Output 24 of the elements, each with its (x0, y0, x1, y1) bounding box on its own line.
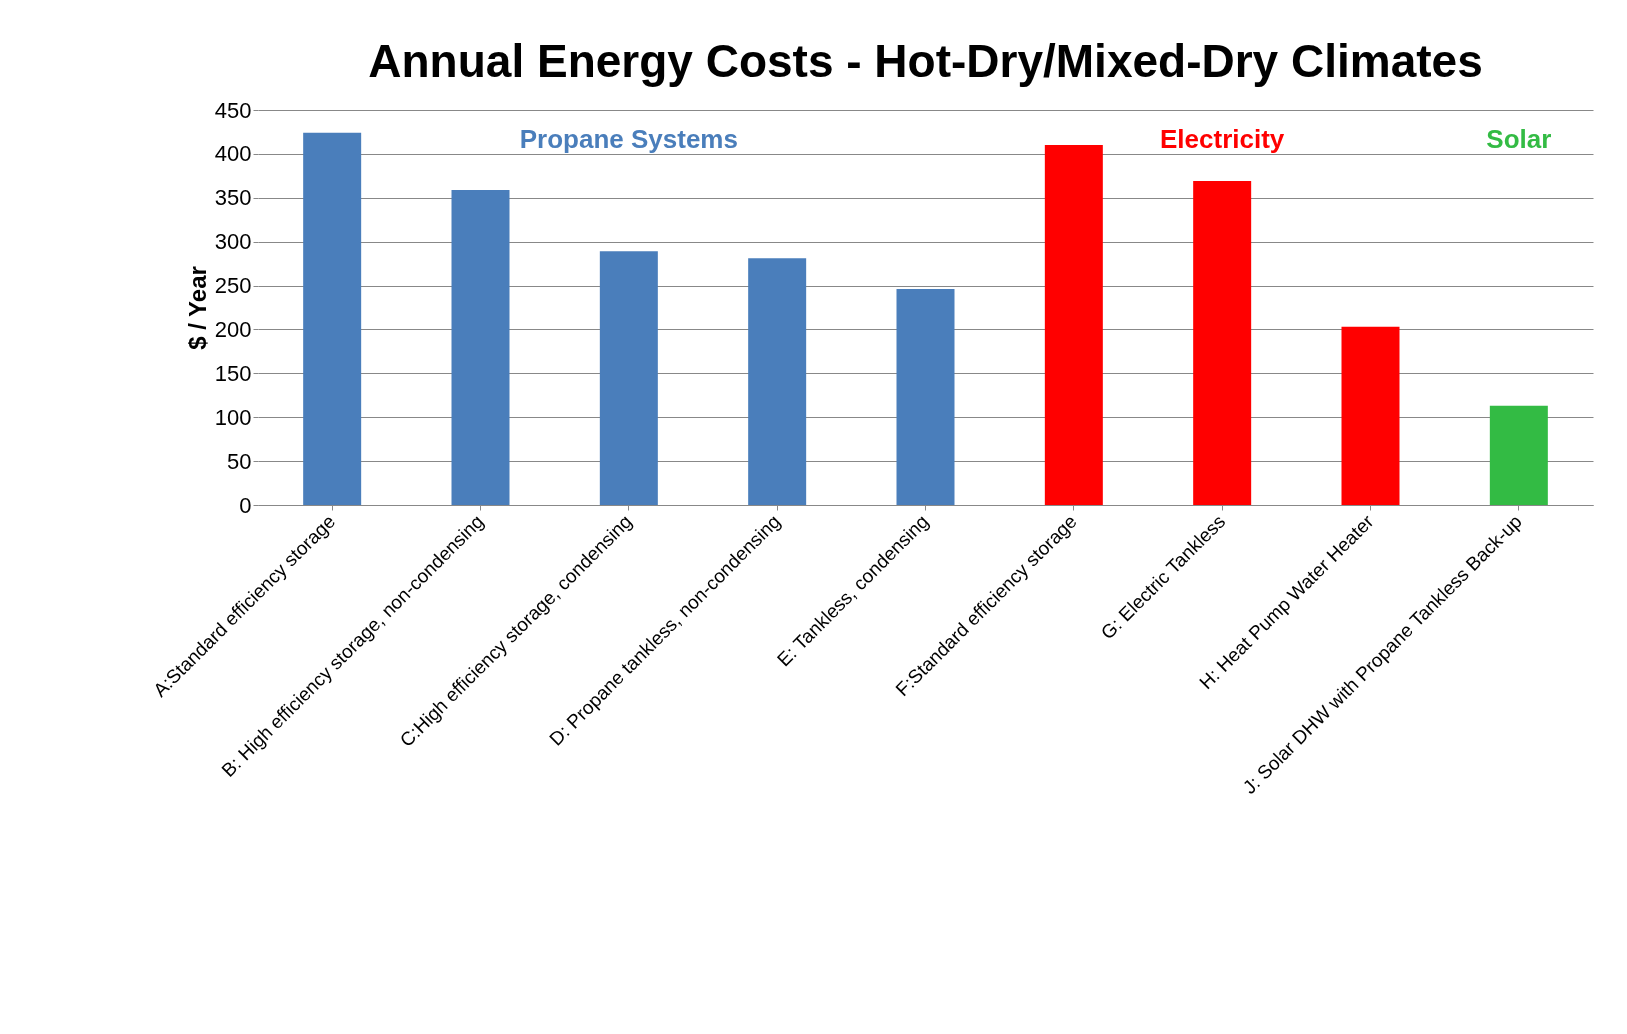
bar (1489, 405, 1548, 505)
y-tick-label: 400 (214, 141, 252, 167)
y-tick-label: 150 (214, 360, 252, 386)
y-tick-label: 300 (214, 229, 252, 255)
y-tick-label: 250 (214, 273, 252, 299)
bar (1193, 181, 1252, 505)
text: Solar (1486, 124, 1552, 154)
bar (599, 251, 658, 505)
bar (1341, 326, 1400, 505)
chart-title: Annual Energy Costs - Hot-Dry/Mixed-Dry Climates (368, 35, 1483, 87)
series-label: Propane Systems (519, 124, 738, 154)
y-tick-label: 0 (239, 492, 252, 518)
y-tick-label: 100 (214, 404, 252, 430)
bar (451, 189, 510, 505)
y-tick-label: 450 (214, 97, 252, 123)
bar (896, 289, 955, 505)
y-tick-label: 50 (227, 448, 252, 474)
bar (1044, 145, 1103, 505)
bar (748, 258, 807, 505)
series-label: Electricity (1160, 124, 1285, 154)
bar (303, 132, 362, 505)
y-tick-label: 350 (214, 185, 252, 211)
y-axis-title: $ / Year (183, 266, 211, 350)
y-tick-label: 200 (214, 316, 252, 342)
